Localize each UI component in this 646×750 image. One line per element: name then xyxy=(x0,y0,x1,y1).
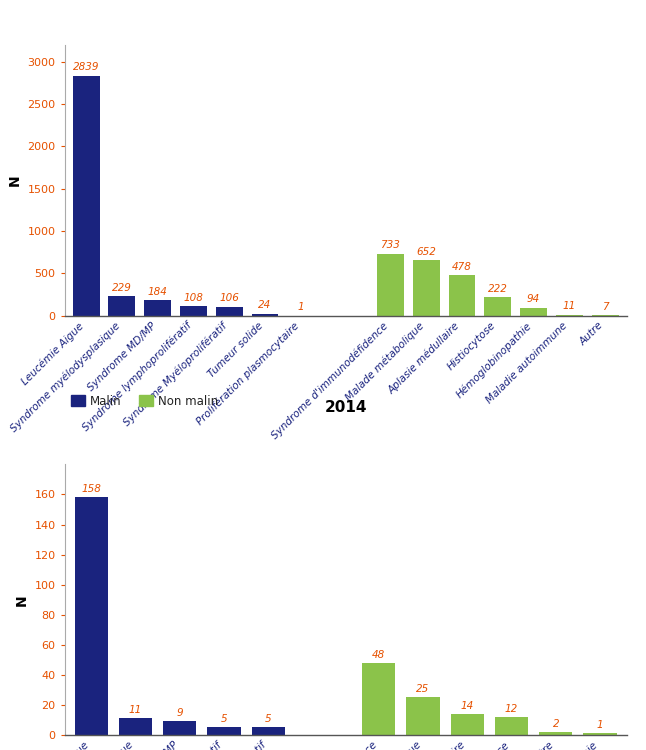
Bar xyxy=(252,314,278,316)
Text: 108: 108 xyxy=(183,293,203,303)
Text: 733: 733 xyxy=(380,240,401,250)
Bar xyxy=(413,260,439,316)
Text: 2839: 2839 xyxy=(73,62,99,72)
Bar xyxy=(484,297,511,316)
Bar xyxy=(163,722,196,735)
Y-axis label: N: N xyxy=(8,175,22,186)
Bar xyxy=(74,497,108,735)
Text: 229: 229 xyxy=(112,283,132,293)
Bar xyxy=(377,254,404,316)
Text: 1: 1 xyxy=(597,720,603,730)
Text: 5: 5 xyxy=(220,714,227,724)
Text: 1: 1 xyxy=(298,302,304,312)
Bar xyxy=(448,275,475,316)
Text: 478: 478 xyxy=(452,262,472,272)
Bar xyxy=(583,734,617,735)
Text: 94: 94 xyxy=(527,295,540,304)
Y-axis label: N: N xyxy=(15,594,29,605)
Bar xyxy=(180,307,207,316)
Bar xyxy=(109,296,135,316)
Text: 158: 158 xyxy=(81,484,101,494)
Text: 24: 24 xyxy=(258,300,272,310)
Text: 222: 222 xyxy=(488,284,508,293)
Bar xyxy=(362,663,395,735)
Bar xyxy=(539,732,572,735)
Text: 7: 7 xyxy=(602,302,609,312)
Bar xyxy=(207,728,240,735)
Text: 12: 12 xyxy=(505,704,518,714)
Bar xyxy=(556,315,583,316)
Bar xyxy=(251,728,285,735)
Bar xyxy=(144,300,171,316)
Bar xyxy=(495,717,528,735)
Title: 2014: 2014 xyxy=(324,400,367,415)
Text: 9: 9 xyxy=(176,708,183,718)
Text: 2: 2 xyxy=(552,718,559,729)
Text: 652: 652 xyxy=(416,248,436,257)
Text: 14: 14 xyxy=(461,700,474,711)
Bar xyxy=(520,308,547,316)
Text: 25: 25 xyxy=(417,684,430,694)
Text: 48: 48 xyxy=(372,650,386,659)
Bar xyxy=(216,307,243,316)
Legend: Malin, Non malin: Malin, Non malin xyxy=(70,394,218,407)
Text: 11: 11 xyxy=(129,705,142,716)
Text: 5: 5 xyxy=(265,714,271,724)
Bar xyxy=(406,698,440,735)
Bar xyxy=(451,714,484,735)
Bar xyxy=(72,76,99,316)
Text: 184: 184 xyxy=(148,286,167,297)
Bar xyxy=(119,718,152,735)
Text: 106: 106 xyxy=(220,293,239,304)
Text: 11: 11 xyxy=(563,302,576,311)
